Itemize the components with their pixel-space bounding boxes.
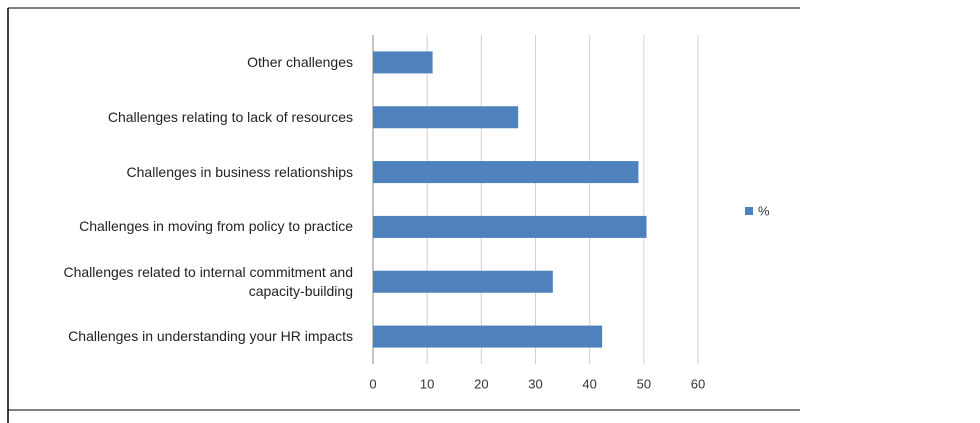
bar: [373, 106, 519, 129]
x-tick-label: 40: [582, 376, 596, 391]
y-tick-label: Other challenges: [247, 53, 353, 70]
legend-swatch: [745, 207, 753, 215]
x-tick-label: 50: [637, 376, 651, 391]
x-tick-label: 0: [369, 376, 376, 391]
y-tick-label: Challenges relating to lack of resources: [107, 108, 353, 125]
bar: [373, 325, 603, 348]
bar: [373, 51, 433, 74]
bar: [373, 270, 553, 293]
y-tick-label: Challenges in business relationships: [126, 163, 353, 180]
y-tick-label: Challenges in moving from policy to prac…: [79, 218, 353, 235]
y-tick-label: Challenges in understanding your HR impa…: [68, 328, 353, 345]
bar: [373, 215, 647, 238]
bar: [373, 161, 639, 184]
x-tick-label: 60: [691, 376, 705, 391]
x-tick-label: 10: [420, 376, 434, 391]
legend-label: %: [758, 203, 770, 218]
y-tick-label: Challenges related to internal commitmen…: [63, 263, 354, 299]
x-tick-label: 30: [528, 376, 542, 391]
x-tick-label: 20: [474, 376, 488, 391]
